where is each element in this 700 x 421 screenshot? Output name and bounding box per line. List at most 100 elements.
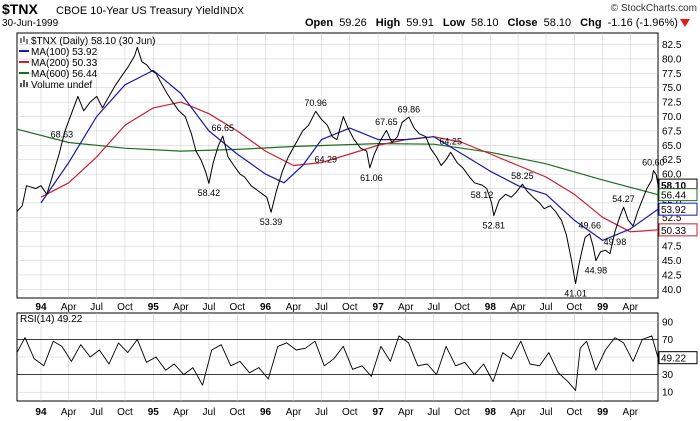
price-y-tick-label: 45.0: [662, 256, 682, 267]
rsi-x-tick-label: 94: [35, 407, 47, 418]
price-y-tick-label: 82.5: [662, 40, 682, 51]
rsi-last-value-text: 49.22: [661, 354, 686, 365]
price-annotation-label: 49.98: [604, 237, 627, 247]
rsi-x-tick-label: Oct: [117, 407, 133, 418]
price-y-tick-label: 67.5: [662, 126, 682, 137]
price-annotation-label: 67.65: [375, 117, 398, 127]
close-label: Close: [508, 17, 538, 29]
rsi-x-tick-label: Jul: [427, 407, 440, 418]
price-annotation-label: 61.06: [360, 173, 383, 183]
price-x-tick-label: 97: [373, 302, 385, 313]
rsi-x-tick-label: 96: [260, 407, 272, 418]
security-name: CBOE 10-Year US Treasury Yield: [56, 5, 219, 17]
price-x-tick-label: 95: [148, 302, 160, 313]
open-value: 59.26: [339, 17, 367, 29]
price-last-value-tag-box: [658, 223, 698, 237]
quote-date: 30-Jun-1999: [2, 18, 59, 29]
exchange: INDX: [220, 6, 244, 17]
rsi-x-tick-label: Jul: [540, 407, 553, 418]
legend-volume-swatch: [20, 80, 28, 87]
chg-label: Chg: [580, 17, 601, 29]
price-x-tick-label: Oct: [342, 302, 358, 313]
price-annotation-label: 52.81: [482, 221, 505, 231]
price-x-tick-label: Oct: [229, 302, 245, 313]
rsi-x-axis: 94 Apr Jul Oct 95 Apr Jul Oct 96 Apr Jul Oct 97 Apr Ju…: [35, 407, 638, 418]
price-x-tick-label: 98: [485, 302, 497, 313]
rsi-x-tick-label: Apr: [286, 407, 302, 418]
price-y-tick-label: 75.0: [662, 83, 682, 94]
legend-label: MA(600) 56.44: [31, 69, 98, 80]
price-y-tick-label: 42.5: [662, 270, 682, 281]
legend-label: MA(100) 53.92: [31, 47, 98, 58]
price-x-tick-label: Apr: [398, 302, 414, 313]
price-x-tick-label: Jul: [427, 302, 440, 313]
price-annotation-label: 68.63: [51, 129, 74, 139]
price-last-value-tag-text: 56.44: [661, 191, 686, 202]
chart-header: $TNX CBOE 10-Year US Treasury Yield INDX…: [2, 1, 697, 29]
rsi-y-tick-label: 10: [662, 388, 674, 399]
rsi-y-tick-label: 70: [662, 335, 674, 346]
price-x-tick-label: Oct: [454, 302, 470, 313]
price-x-tick-label: Jul: [90, 302, 103, 313]
price-annotation-label: 69.86: [398, 104, 421, 114]
chg-value: -1.16 (-1.96%): [608, 17, 678, 29]
rsi-last-value-box: [658, 351, 698, 365]
price-line: [16, 46, 659, 285]
price-annotation-label: 64.29: [315, 154, 338, 164]
rsi-y-tick-label: 90: [662, 317, 674, 328]
price-annotation-label: 60.60: [642, 158, 665, 168]
price-last-value-tag-text: 50.33: [661, 226, 686, 237]
price-y-tick-label: 62.5: [662, 155, 682, 166]
rsi-x-tick-label: Jul: [203, 407, 216, 418]
price-panel-frame: [16, 32, 659, 299]
price-annotation-label: 64.25: [439, 137, 462, 147]
price-legend: $TNX (Daily) 58.10 (30 Jun)MA(100) 53.92…: [19, 36, 156, 91]
rsi-x-tick-label: 98: [485, 407, 497, 418]
price-annotation-label: 58.12: [471, 190, 494, 200]
price-annotation-label: 58.42: [198, 188, 221, 198]
low-value: 58.10: [471, 17, 499, 29]
price-x-tick-label: Apr: [286, 302, 302, 313]
rsi-x-tick-label: Apr: [623, 407, 639, 418]
price-x-tick-label: Apr: [173, 302, 189, 313]
price-annotation-label: 66.65: [212, 123, 235, 133]
price-x-tick-label: Apr: [61, 302, 77, 313]
price-grid: [17, 33, 658, 298]
rsi-last-value-tag: 49.22: [658, 351, 698, 365]
legend-label: $TNX (Daily) 58.10 (30 Jun): [31, 36, 156, 47]
price-y-tick-label: 60.0: [662, 170, 682, 181]
price-y-tick-label: 80.0: [662, 54, 682, 65]
price-x-axis: 94 Apr Jul Oct 95 Apr Jul Oct 96 Apr Jul Oct 97 Apr Ju…: [35, 302, 638, 313]
price-annotation-label: 53.39: [260, 217, 283, 227]
rsi-y-tick-label: 30: [662, 370, 674, 381]
rsi-panel: 1030507090 49.22 RSI(14) 49.22: [16, 312, 698, 402]
legend-price-swatch: [20, 36, 28, 44]
quote-line: Open 59.26 High 59.91 Low 58.10 Close 58…: [305, 17, 678, 29]
price-x-tick-label: Jul: [540, 302, 553, 313]
rsi-x-tick-label: 95: [148, 407, 160, 418]
price-last-value-tag-box: [658, 188, 698, 202]
price-y-tick-label: 77.5: [662, 69, 682, 80]
ma600-line: [16, 128, 659, 196]
price-x-tick-label: Jul: [315, 302, 328, 313]
high-label: High: [376, 17, 401, 29]
price-x-tick-label: 96: [260, 302, 272, 313]
open-label: Open: [305, 17, 333, 29]
price-last-value-tag-box: [658, 202, 698, 216]
copyright: © StockCharts.com: [611, 3, 697, 14]
price-y-tick-label: 40.0: [662, 285, 682, 296]
price-annotation-label: 41.01: [564, 289, 587, 299]
price-last-value-tag-text: 53.92: [661, 205, 686, 216]
legend-label: Volume undef: [31, 80, 92, 91]
rsi-x-tick-label: Apr: [173, 407, 189, 418]
price-x-tick-label: Apr: [623, 302, 639, 313]
high-value: 59.91: [406, 17, 434, 29]
price-last-value-tag-text: 58.10: [661, 181, 686, 192]
rsi-x-tick-label: Oct: [342, 407, 358, 418]
rsi-x-tick-label: Jul: [315, 407, 328, 418]
price-y-axis: 40.042.545.047.550.052.555.057.560.062.5…: [662, 40, 682, 296]
price-y-tick-label: 47.5: [662, 242, 682, 253]
price-y-tick-label: 52.5: [662, 213, 682, 224]
